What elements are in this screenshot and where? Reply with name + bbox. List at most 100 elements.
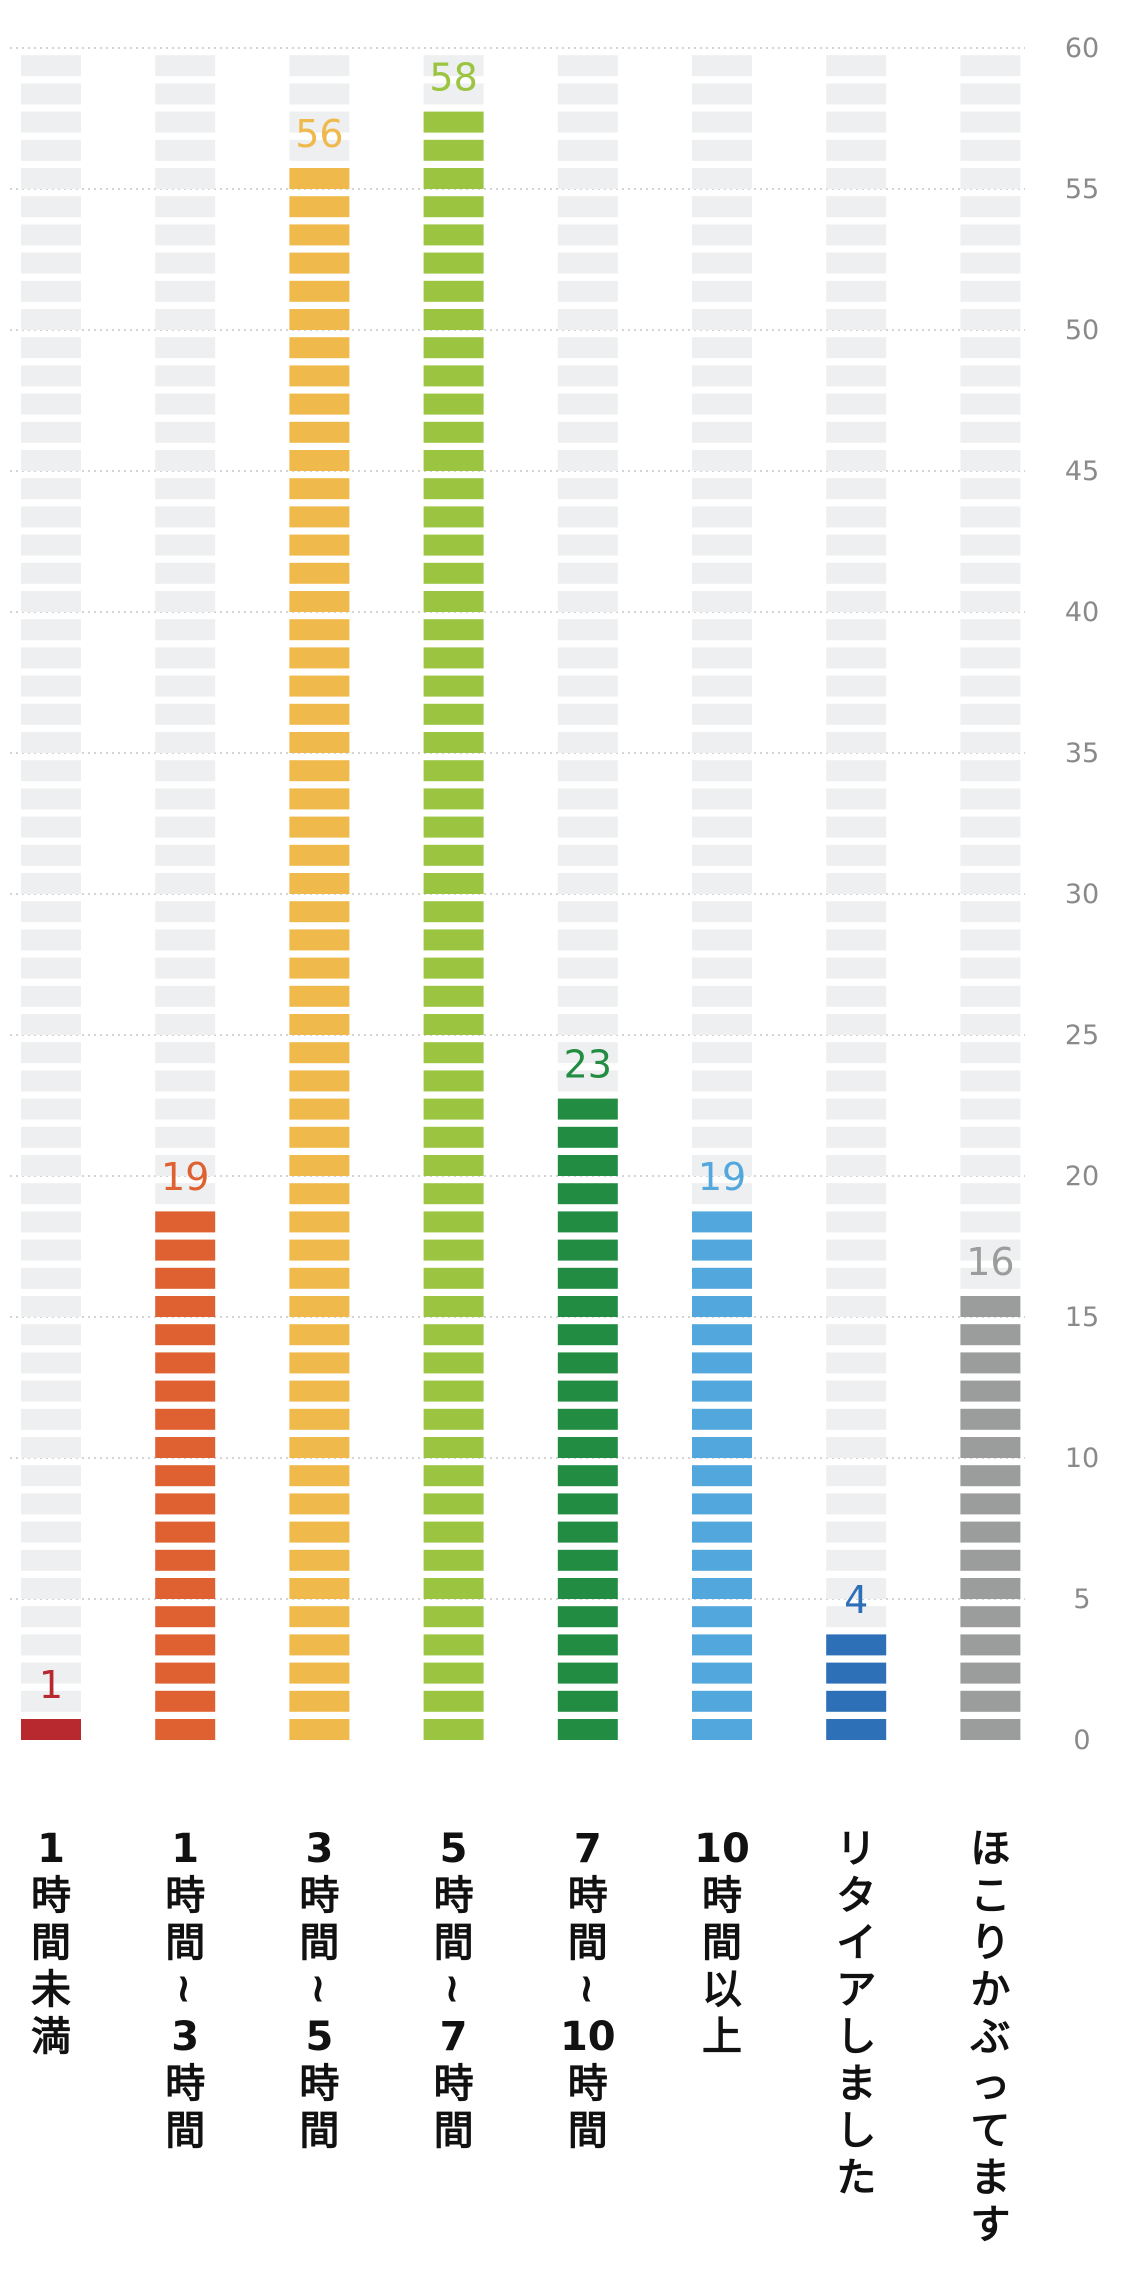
bar-segment (423, 1549, 484, 1571)
bar-segment (423, 788, 484, 810)
empty-segment (826, 619, 887, 641)
empty-segment (692, 252, 752, 274)
category-label-char: ぶ (969, 2014, 1010, 2060)
empty-segment (826, 139, 887, 161)
empty-segment (155, 647, 216, 669)
bar-segment (289, 421, 350, 443)
bar-segment (423, 506, 484, 528)
empty-segment (155, 365, 216, 387)
empty-segment (155, 1155, 216, 1176)
empty-segment (826, 1352, 887, 1374)
bar-segment (423, 1352, 484, 1374)
empty-segment (692, 703, 752, 725)
empty-segment (557, 619, 618, 641)
empty-segment (21, 1098, 81, 1120)
bar-segment (289, 365, 350, 387)
empty-segment (826, 421, 887, 443)
empty-segment (21, 619, 81, 641)
bar-segment (557, 1521, 618, 1543)
empty-segment (21, 365, 81, 387)
empty-segment (21, 1690, 81, 1712)
bar-segment (423, 703, 484, 725)
empty-segment (21, 1296, 81, 1317)
empty-segment (692, 1126, 752, 1148)
empty-segment (155, 957, 216, 979)
empty-segment (155, 1070, 216, 1092)
empty-segment (21, 1126, 81, 1148)
empty-segment (557, 1042, 618, 1064)
empty-segment (960, 309, 1021, 330)
empty-segment (826, 1098, 887, 1120)
empty-segment (21, 111, 81, 133)
bar-segment (289, 478, 350, 500)
empty-segment (289, 111, 350, 133)
bar-segment (557, 1549, 618, 1571)
category-label-char: 時 (31, 1873, 71, 1919)
empty-segment (960, 1155, 1021, 1176)
bar-segment (423, 929, 484, 951)
bar-segment (423, 844, 484, 866)
bar-segment (423, 1719, 484, 1740)
empty-segment (960, 619, 1021, 641)
empty-segment (557, 534, 618, 556)
empty-segment (692, 55, 752, 77)
empty-segment (692, 647, 752, 669)
category-label-char: 3 (171, 2014, 199, 2060)
empty-segment (21, 873, 81, 894)
bar-segment (692, 1719, 752, 1740)
bar-segment (692, 1352, 752, 1374)
empty-segment (557, 703, 618, 725)
y-tick-label: 40 (1065, 597, 1099, 628)
bar-segment (557, 1267, 618, 1289)
empty-segment (960, 421, 1021, 443)
bar-segment (557, 1578, 618, 1599)
empty-segment (155, 252, 216, 274)
category-label-char: 1 (171, 1826, 199, 1872)
bar-segment (289, 732, 350, 753)
bar-segment (155, 1408, 216, 1430)
bar-segment (960, 1549, 1021, 1571)
empty-segment (960, 168, 1021, 189)
empty-segment (960, 393, 1021, 415)
bar-segment (423, 760, 484, 782)
empty-segment (692, 873, 752, 894)
empty-segment (960, 788, 1021, 810)
empty-segment (557, 309, 618, 330)
bar-segment (960, 1493, 1021, 1515)
empty-segment (557, 675, 618, 697)
empty-segment (155, 732, 216, 753)
category-label-char: 時 (434, 1873, 474, 1919)
empty-segment (21, 1408, 81, 1430)
bar-segment (423, 1606, 484, 1628)
bar-segment (289, 647, 350, 669)
bar-segment (155, 1211, 216, 1233)
empty-segment (826, 337, 887, 359)
bar-segment (289, 1719, 350, 1740)
bar-segment (423, 365, 484, 387)
empty-segment (557, 816, 618, 838)
bar-segment (423, 591, 484, 612)
bar-segment (289, 591, 350, 612)
bar-segment (423, 873, 484, 894)
value-label: 16 (966, 1240, 1014, 1284)
empty-segment (960, 196, 1021, 218)
bar-segment (423, 1211, 484, 1233)
empty-segment (155, 421, 216, 443)
empty-segment (21, 1183, 81, 1205)
empty-segment (960, 478, 1021, 500)
empty-segment (692, 534, 752, 556)
empty-segment (692, 1070, 752, 1092)
bar-segment (692, 1380, 752, 1402)
empty-segment (155, 55, 216, 77)
empty-segment (557, 844, 618, 866)
bar-segment (289, 168, 350, 189)
empty-segment (826, 1493, 887, 1515)
empty-segment (826, 1155, 887, 1176)
empty-segment (692, 1014, 752, 1035)
bar-segment (155, 1549, 216, 1571)
empty-segment (21, 168, 81, 189)
bar-segment (423, 450, 484, 471)
bar-segment (289, 280, 350, 302)
bar-segment (289, 675, 350, 697)
empty-segment (557, 55, 618, 77)
